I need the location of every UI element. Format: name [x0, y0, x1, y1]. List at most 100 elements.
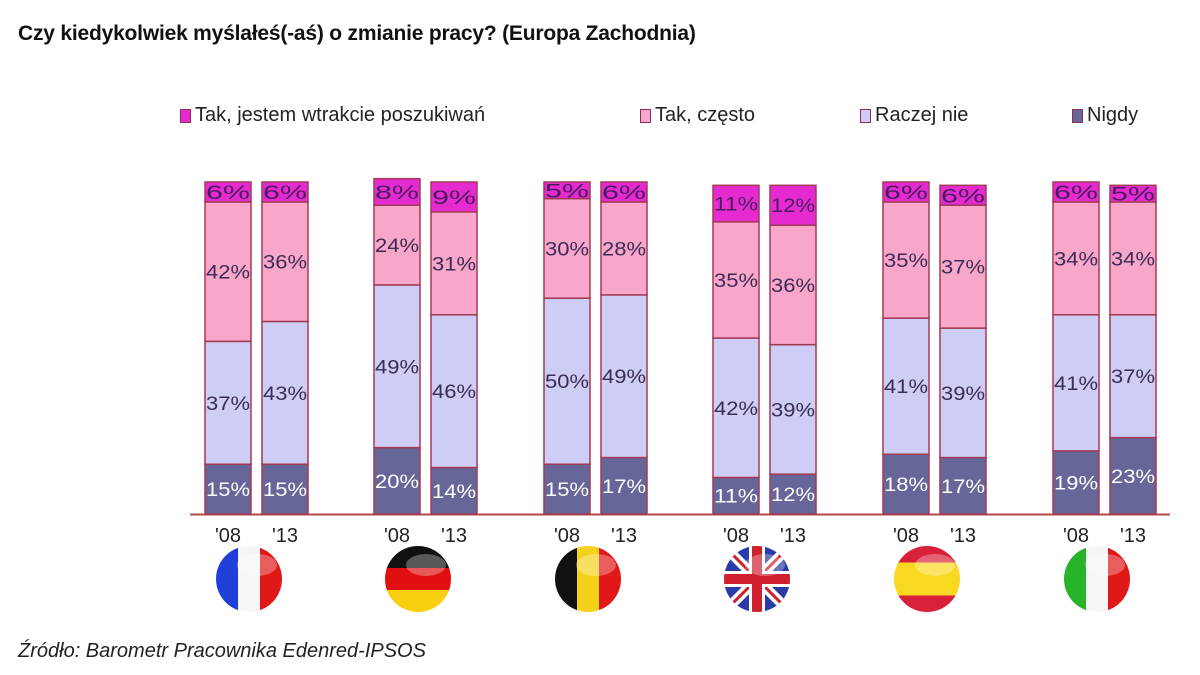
italy-flag-icon — [1064, 546, 1130, 612]
data-label: 14% — [432, 482, 476, 503]
data-label: 19% — [1054, 473, 1098, 494]
x-tick-label: '13 — [441, 525, 467, 547]
bar-segment — [600, 456, 648, 515]
bar-segment — [1052, 450, 1100, 515]
bar-segment — [430, 181, 478, 213]
bar-segment — [1109, 314, 1157, 439]
data-label: 17% — [602, 477, 646, 498]
legend-label: Tak, jestem wtrakcie poszukiwań — [195, 104, 486, 126]
data-label: 6% — [884, 183, 928, 204]
data-label: 41% — [1054, 374, 1098, 395]
x-tick-label: '13 — [272, 525, 298, 547]
data-label: 37% — [206, 394, 250, 415]
data-label: 42% — [714, 399, 758, 420]
data-label: 12% — [771, 485, 815, 506]
x-tick-label: '13 — [611, 525, 637, 547]
bar-segment — [543, 197, 591, 299]
bar-segment — [939, 184, 987, 206]
data-label: 49% — [602, 367, 646, 388]
chart-plot: 15% 37% 42% 6% '08 15% 43% 36% 6% '13 20% 49% 24% 8% '… — [190, 177, 1170, 612]
bar-segment — [882, 453, 930, 515]
data-label: 12% — [771, 196, 815, 217]
bar-segment — [1109, 184, 1157, 203]
bar-segment — [939, 327, 987, 459]
bar-segment — [204, 340, 252, 465]
legend-swatch — [640, 108, 651, 123]
data-label: 15% — [206, 480, 250, 501]
legend-item: Tak, jestem wtrakcie poszukiwań — [180, 104, 485, 127]
data-label: 6% — [263, 183, 307, 204]
chart-title: Czy kiedykolwiek myślałeś(-aś) o zmianie… — [18, 22, 696, 45]
bar-segment — [882, 317, 930, 455]
bar-segment — [712, 337, 760, 479]
x-tick-label: '08 — [384, 525, 410, 547]
x-tick-label: '13 — [1120, 525, 1146, 547]
data-label: 31% — [432, 254, 476, 275]
uk-flag-icon — [724, 546, 790, 612]
data-label: 39% — [941, 384, 985, 405]
x-tick-label: '08 — [893, 525, 919, 547]
bar-segment — [882, 181, 930, 203]
bar-segment — [430, 211, 478, 316]
bar-segment — [1109, 201, 1157, 316]
data-label: 36% — [263, 253, 307, 274]
data-label: 8% — [375, 183, 419, 204]
bar-segment — [712, 221, 760, 339]
data-label: 28% — [602, 239, 646, 260]
data-label: 34% — [1054, 249, 1098, 270]
bar-segment — [1052, 201, 1100, 316]
x-tick-label: '08 — [215, 525, 241, 547]
data-label: 37% — [1111, 367, 1155, 388]
data-label: 6% — [1054, 183, 1098, 204]
bar-segment — [769, 184, 817, 226]
data-label: 11% — [714, 195, 758, 216]
data-label: 41% — [884, 377, 928, 398]
bar-segment — [882, 201, 930, 319]
legend-item: Tak, często — [640, 104, 755, 127]
legend-swatch — [860, 108, 871, 123]
data-label: 5% — [545, 181, 589, 202]
bar-segment — [204, 463, 252, 515]
legend-label: Tak, często — [655, 104, 756, 126]
legend-swatch — [180, 108, 191, 123]
data-label: 50% — [545, 372, 589, 393]
bar-segment — [204, 201, 252, 343]
bar-segment — [600, 181, 648, 203]
bar-segment — [543, 181, 591, 200]
x-tick-label: '13 — [780, 525, 806, 547]
data-label: 18% — [884, 475, 928, 496]
legend-swatch — [1072, 108, 1083, 123]
germany-flag-icon — [385, 546, 451, 612]
bar-segment — [373, 446, 421, 515]
data-label: 36% — [771, 276, 815, 297]
data-label: 6% — [206, 183, 250, 204]
bar-segment — [373, 204, 421, 286]
data-label: 20% — [375, 472, 419, 493]
legend-label: Raczej nie — [875, 104, 969, 126]
x-tick-label: '08 — [1063, 525, 1089, 547]
data-label: 17% — [941, 477, 985, 498]
x-tick-label: '08 — [554, 525, 580, 547]
data-label: 6% — [602, 183, 646, 204]
bar-segment — [261, 463, 309, 515]
data-label: 24% — [375, 236, 419, 257]
data-label: 30% — [545, 239, 589, 260]
bar-segment — [204, 181, 252, 203]
data-label: 5% — [1111, 185, 1155, 206]
data-label: 34% — [1111, 249, 1155, 270]
belgium-flag-icon — [555, 546, 621, 612]
data-label: 46% — [432, 382, 476, 403]
data-label: 35% — [714, 271, 758, 292]
bar-segment — [261, 320, 309, 465]
data-label: 39% — [771, 400, 815, 421]
bar-segment — [543, 297, 591, 465]
data-label: 15% — [263, 480, 307, 501]
data-label: 42% — [206, 263, 250, 284]
bar-segment — [373, 284, 421, 449]
data-label: 23% — [1111, 467, 1155, 488]
bar-segment — [939, 204, 987, 329]
source-note: Źródło: Barometr Pracownika Edenred-IPSO… — [18, 640, 426, 662]
data-label: 35% — [884, 251, 928, 272]
bar-segment — [769, 473, 817, 515]
bar-segment — [769, 343, 817, 475]
